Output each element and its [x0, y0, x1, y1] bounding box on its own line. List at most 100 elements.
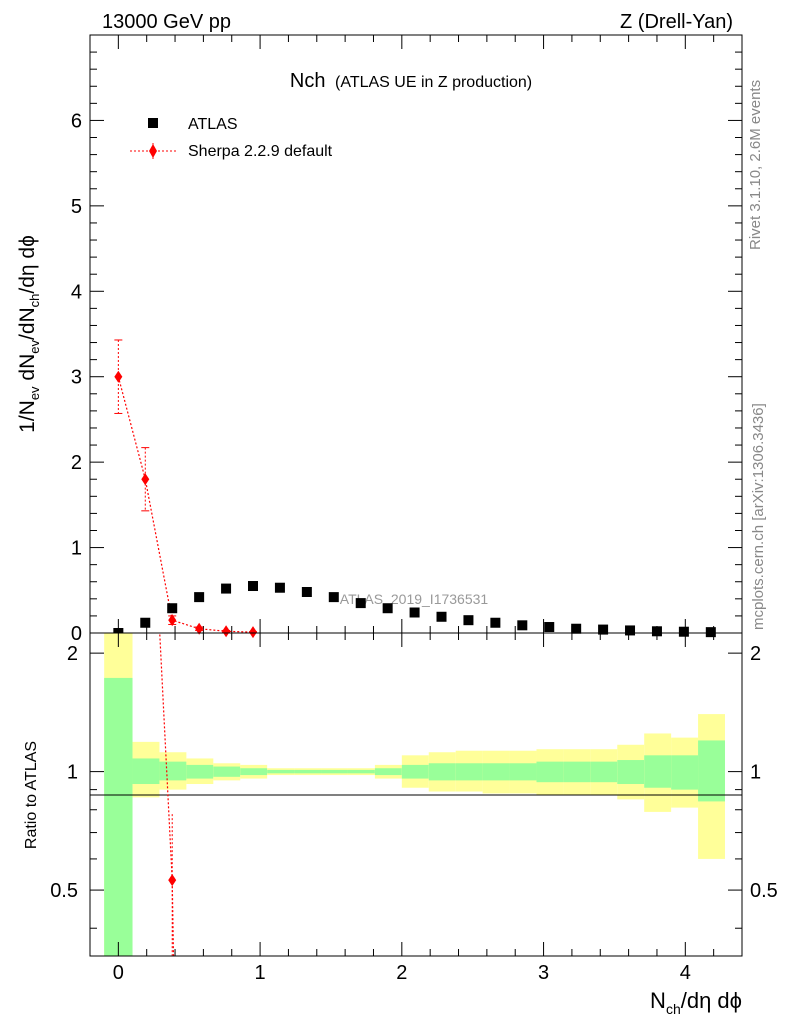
ratio-inner-band [240, 768, 268, 776]
ratio-inner-band [644, 755, 672, 788]
atlas-point [490, 617, 501, 628]
main-y-tick-label: 2 [71, 452, 82, 474]
atlas-point [598, 624, 609, 635]
atlas-point [625, 625, 636, 636]
ratio-inner-band [294, 769, 322, 774]
main-panel: 0 1 2 3 4 5 6 Nch (ATLAS UE in Z production) 1… [16, 34, 743, 645]
atlas-point [571, 623, 582, 634]
ratio-inner-band [590, 761, 618, 783]
analysis-watermark: ATLAS_2019_I1736531 [340, 591, 489, 607]
sherpa-point [114, 370, 123, 383]
sherpa-point [222, 625, 231, 638]
ratio-sherpa-point [168, 874, 177, 887]
ratio-inner-band [347, 769, 375, 774]
plot-title-main: Nch [290, 70, 326, 92]
legend: ATLAS Sherpa 2.2.9 default [130, 116, 333, 160]
x-tick-label: 1 [255, 962, 266, 984]
sherpa-point [249, 626, 257, 639]
ylabel-part-a: 1/N [16, 400, 39, 433]
header-right-label: Z (Drell-Yan) [620, 11, 733, 33]
atlas-point [409, 607, 420, 618]
ratio-inner-band [132, 758, 160, 785]
ylabel-part-e: /dN [16, 307, 39, 340]
main-y-tick-label: 4 [71, 281, 82, 303]
atlas-point [517, 620, 528, 631]
ratio-inner-band [671, 755, 699, 790]
ratio-y-tick-label-left: 2 [67, 643, 78, 665]
ratio-inner-band [563, 761, 591, 783]
plot-title: Nch (ATLAS UE in Z production) [290, 70, 532, 92]
ratio-inner-band [267, 769, 295, 774]
atlas-point [544, 622, 555, 633]
atlas-point [678, 626, 689, 637]
legend-sherpa-label: Sherpa 2.2.9 default [188, 143, 333, 160]
ratio-inner-band [321, 769, 348, 774]
ratio-sherpa-line [159, 633, 175, 956]
main-y-axis-label: 1/Nev dNev/dNch/dη dϕ [16, 235, 42, 433]
ratio-inner-band [509, 763, 537, 781]
atlas-point [705, 627, 716, 638]
ylabel-part-c: dN [16, 354, 39, 387]
xlabel-part-a: N [650, 988, 666, 1013]
ratio-y-tick-label-right: 1 [750, 762, 761, 784]
x-axis-label: Nch/dη dϕ [650, 988, 742, 1017]
ratio-inner-band [104, 677, 133, 956]
atlas-point [194, 592, 205, 603]
atlas-point [167, 603, 178, 614]
atlas-point [382, 603, 393, 614]
sherpa-line [117, 376, 254, 633]
atlas-point [140, 617, 151, 628]
atlas-point [301, 586, 312, 597]
rivet-version-label: Rivet 3.1.10, 2.6M events [747, 80, 764, 250]
header-left-label: 13000 GeV pp [102, 11, 231, 33]
main-y-tick-label: 0 [71, 623, 82, 645]
atlas-point [463, 615, 474, 626]
main-y-tick-label: 6 [71, 110, 82, 132]
atlas-point [651, 626, 662, 637]
legend-sherpa-marker [149, 144, 157, 158]
ratio-inner-band [482, 763, 510, 781]
atlas-point [221, 583, 232, 594]
sherpa-point [141, 473, 150, 486]
ylabel-sub-ch: ch [27, 294, 42, 308]
ratio-y-tick-label-left: 1 [67, 762, 78, 784]
mcplots-reference-label: mcplots.cern.ch [arXiv:1306.3436] [750, 403, 767, 630]
atlas-point [248, 581, 258, 592]
x-tick-label: 0 [113, 962, 124, 984]
ratio-axis-ticks [89, 633, 743, 956]
x-tick-label: 4 [680, 962, 691, 984]
main-y-tick-label: 5 [71, 196, 82, 218]
ratio-y-tick-label-right: 0.5 [750, 880, 778, 902]
x-tick-label: 3 [538, 962, 549, 984]
ylabel-sub-ev: ev [27, 386, 42, 400]
ratio-x-tick-labels: 0 1 2 3 4 [113, 962, 691, 984]
ratio-inner-band [698, 740, 725, 802]
atlas-point [274, 582, 285, 593]
sherpa-series [114, 339, 257, 639]
ratio-y-axis-label: Ratio to ATLAS [23, 741, 40, 849]
sherpa-point [195, 622, 204, 635]
ratio-inner-band [186, 764, 214, 779]
ratio-y-tick-label-right: 2 [750, 643, 761, 665]
main-y-tick-labels: 0 1 2 3 4 5 6 [71, 110, 82, 645]
main-y-tick-label: 3 [71, 367, 82, 389]
atlas-point [355, 598, 366, 609]
ratio-inner-band [401, 764, 429, 779]
ylabel-sub-ev2: ev [27, 340, 42, 354]
ratio-inner-band [374, 768, 402, 776]
ratio-inner-band [455, 763, 483, 781]
atlas-point [328, 592, 339, 603]
ratio-inner-band [536, 761, 564, 783]
atlas-point [436, 611, 447, 622]
ratio-y-tick-label-left: 0.5 [50, 880, 78, 902]
ylabel-part-g: /dη dϕ [16, 235, 39, 293]
ratio-frame [89, 632, 743, 957]
ratio-panel: 0.5 0.5 1 1 2 2 0 1 2 3 4 Ratio to ATLAS Nch/dη d… [23, 632, 778, 1017]
legend-atlas-label: ATLAS [188, 116, 238, 133]
legend-atlas-marker [148, 118, 158, 128]
ratio-inner-band [159, 761, 187, 781]
x-tick-label: 2 [396, 962, 407, 984]
ratio-inner-band [617, 760, 645, 785]
sherpa-point [168, 614, 177, 627]
